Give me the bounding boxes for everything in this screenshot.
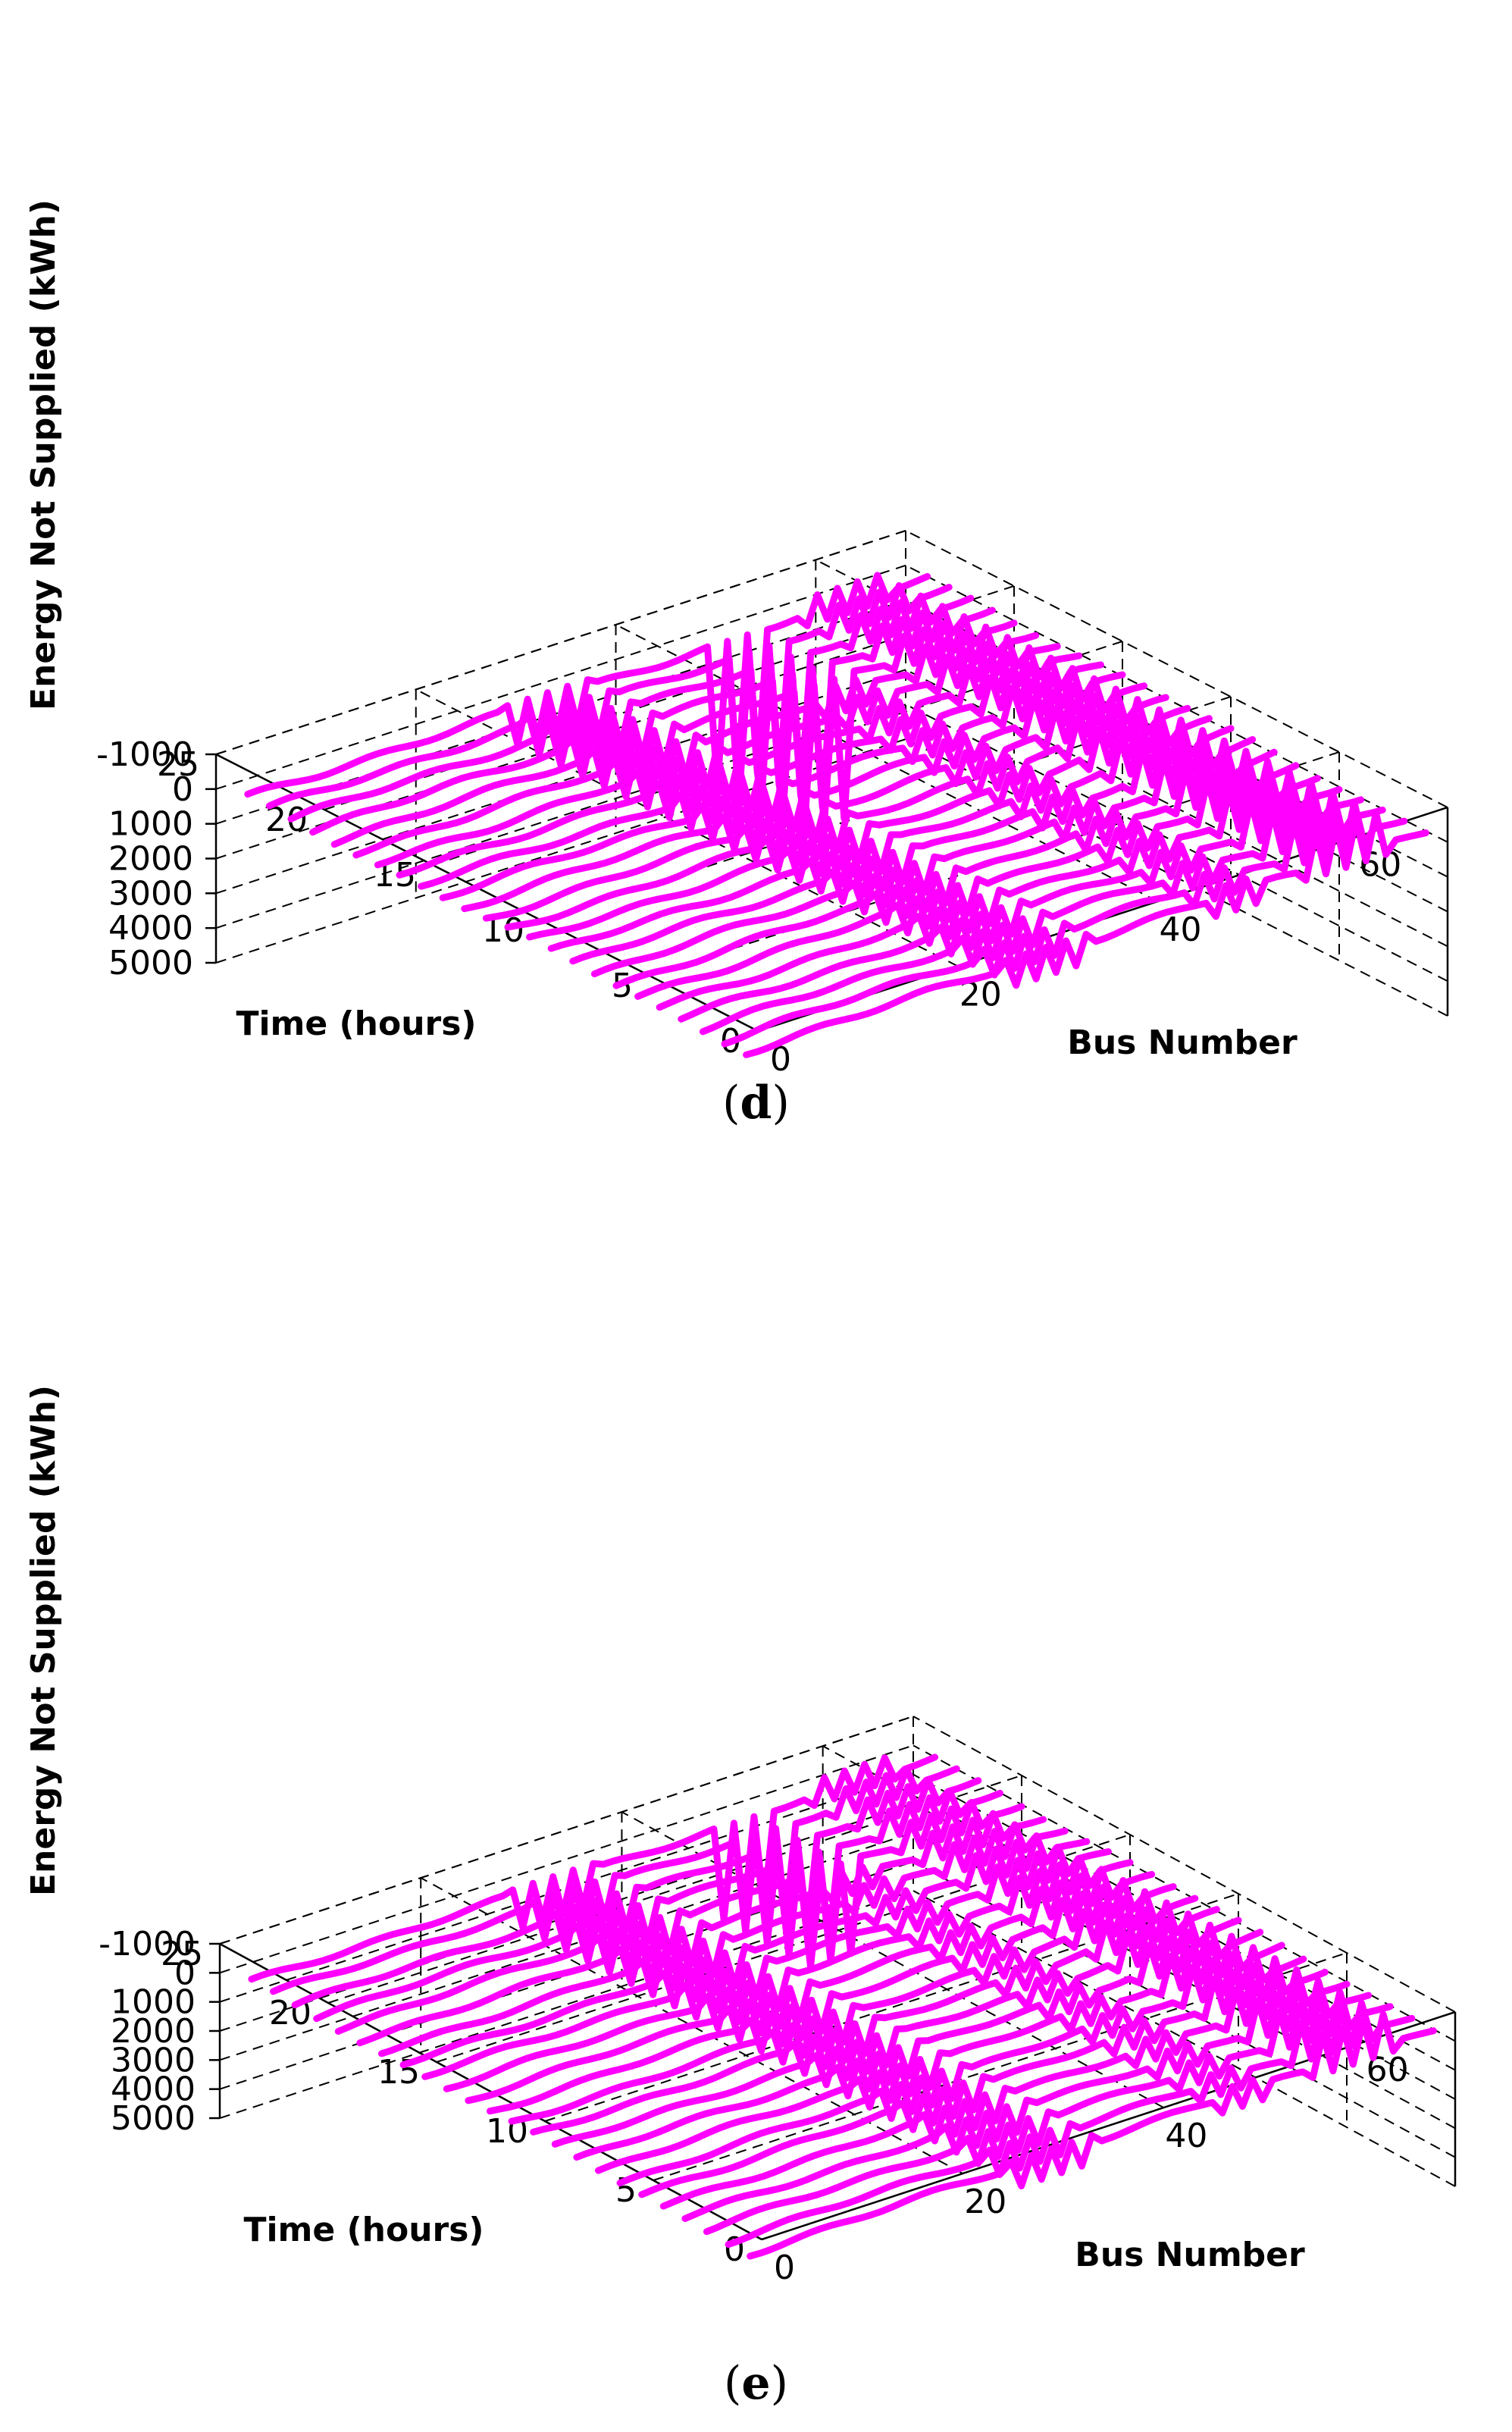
- bus-axis-title: Bus Number: [1075, 2236, 1305, 2274]
- series-line-hour-10: [551, 1910, 1242, 2148]
- series-line-hour-21: [309, 603, 996, 836]
- series-line-hour-12: [508, 1888, 1199, 2125]
- series-line-hour-8: [590, 737, 1278, 978]
- grid-line-z: [913, 1890, 1456, 2187]
- series-line-hour-20: [330, 613, 1018, 848]
- caption-open: (: [723, 2357, 742, 2410]
- series-line-hour-2: [721, 799, 1408, 1048]
- time-axis-title: Time (hours): [243, 2211, 484, 2249]
- caption-open: (: [722, 1077, 740, 1130]
- series-line-hour-3: [699, 788, 1386, 1036]
- series-line-hour-23: [270, 1765, 960, 1995]
- series-line-hour-9: [573, 1921, 1264, 2161]
- series-line-hour-21: [313, 1788, 1003, 2023]
- caption-close: ): [770, 2357, 789, 2410]
- caption-close: ): [772, 1077, 790, 1130]
- grid-line-z: [913, 1744, 1456, 2042]
- series-line-hour-9: [569, 727, 1257, 965]
- z-axis-title: Energy Not Supplied (kWh): [24, 1385, 63, 1896]
- series-line-hour-19: [352, 623, 1040, 859]
- bus-tick-label: 20: [964, 2183, 1006, 2221]
- chart-e-caption: (e): [0, 2357, 1512, 2410]
- grid-line-z: [905, 564, 1448, 843]
- z-tick-label: 4000: [108, 909, 193, 948]
- series-line-hour-1: [743, 810, 1429, 1058]
- z-tick-label: -1000: [96, 735, 193, 774]
- grid-line-bus: [621, 1811, 1164, 2108]
- grid-line-bus: [415, 688, 959, 967]
- grid-line-bus: [420, 1877, 963, 2174]
- series-line-hour-23: [265, 582, 953, 810]
- bus-tick-label: 0: [774, 2249, 795, 2287]
- time-tick-label: 25: [157, 745, 199, 784]
- series-line-hour-10: [547, 716, 1235, 952]
- series-line-hour-15: [443, 1854, 1134, 2092]
- series-line-hour-1: [747, 2010, 1437, 2260]
- bus-axis-title: Bus Number: [1067, 1023, 1298, 1062]
- series-line-hour-4: [681, 1977, 1373, 2222]
- z-tick-label: 3000: [108, 874, 193, 913]
- bus-tick-label: 40: [1165, 2117, 1207, 2155]
- z-tick-label: 1000: [111, 1983, 196, 2022]
- series-line-hour-17: [399, 1832, 1091, 2069]
- series-line-hour-18: [378, 1821, 1069, 2057]
- grid-line-z: [913, 1716, 1456, 2013]
- chart-panel-e: 5000 4000 3000 2000 1000 0 -1000 25 20 15 10 5 0 0 20 4…: [0, 1216, 1512, 2432]
- caption-letter: d: [740, 1077, 772, 1130]
- series-line-hour-6: [638, 1955, 1329, 2199]
- caption-letter: e: [741, 2357, 771, 2410]
- series-line-hour-11: [526, 706, 1213, 941]
- series-line-hour-5: [656, 768, 1343, 1011]
- z-tick-label: 4000: [111, 2070, 196, 2109]
- series-line-hour-7: [616, 1944, 1307, 2186]
- series-line-hour-24: [248, 1753, 939, 1983]
- series-line-hour-3: [703, 1989, 1394, 2236]
- series-line-hour-11: [530, 1899, 1220, 2136]
- series-line-hour-5: [659, 1966, 1351, 2210]
- series-line-hour-4: [678, 779, 1365, 1023]
- series-line-hour-19: [356, 1810, 1047, 2047]
- time-tick-label: 25: [161, 1935, 203, 1973]
- z-tick-label: 1000: [108, 805, 193, 844]
- z-tick-label: 2000: [108, 840, 193, 879]
- bus-tick-label: 40: [1160, 910, 1202, 949]
- z-axis-title: Energy Not Supplied (kWh): [24, 199, 63, 710]
- series-line-hour-24: [244, 572, 931, 798]
- series-line-hour-16: [421, 1843, 1112, 2080]
- series-line-hour-14: [465, 1866, 1156, 2104]
- z-tick-label: -1000: [99, 1925, 196, 1963]
- chart-panel-d: 5000 4000 3000 2000 1000 0 -1000 25 20 15 10 5 0 0 20 4…: [0, 199, 1512, 1130]
- z-tick-label: 2000: [111, 2012, 196, 2051]
- series-line-hour-22: [291, 1776, 982, 2009]
- z-tick-label: 0: [174, 1954, 196, 1992]
- chart-d-caption: (d): [0, 1077, 1512, 1130]
- series-line-hour-13: [487, 1877, 1177, 2115]
- series-line-hour-20: [334, 1799, 1025, 2035]
- z-tick-label: 5000: [108, 944, 193, 983]
- series-line-hour-7: [612, 747, 1300, 989]
- time-axis-title: Time (hours): [236, 1004, 476, 1043]
- z-tick-label: 0: [172, 770, 193, 809]
- grid-line-z: [913, 1773, 1456, 2071]
- z-tick-label: 3000: [111, 2041, 196, 2079]
- series-line-hour-2: [725, 2000, 1416, 2249]
- series-line-hour-22: [287, 592, 975, 823]
- z-tick-label: 5000: [111, 2099, 196, 2138]
- grid-line-z: [905, 530, 1448, 808]
- series-line-hour-6: [634, 758, 1321, 1000]
- series-line-hour-8: [595, 1932, 1285, 2174]
